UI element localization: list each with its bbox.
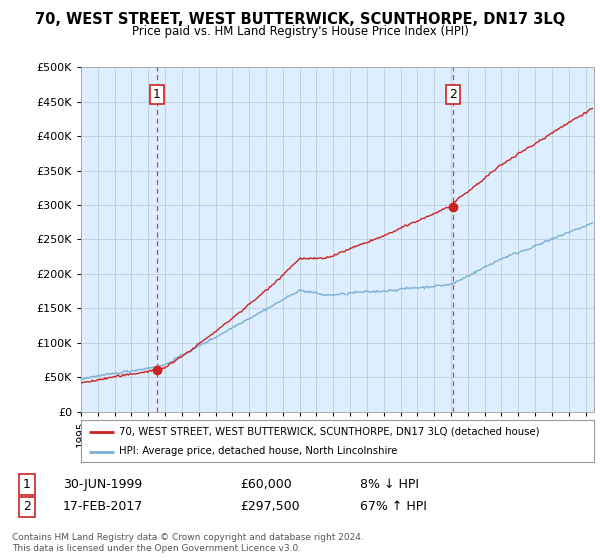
Text: 1: 1 [23,478,31,491]
Text: 2: 2 [23,500,31,514]
Text: 1: 1 [153,88,161,101]
Text: £60,000: £60,000 [240,478,292,491]
Text: HPI: Average price, detached house, North Lincolnshire: HPI: Average price, detached house, Nort… [119,446,398,456]
Text: 2: 2 [449,88,457,101]
Text: 17-FEB-2017: 17-FEB-2017 [63,500,143,514]
Text: 70, WEST STREET, WEST BUTTERWICK, SCUNTHORPE, DN17 3LQ (detached house): 70, WEST STREET, WEST BUTTERWICK, SCUNTH… [119,427,540,437]
Text: Contains HM Land Registry data © Crown copyright and database right 2024.
This d: Contains HM Land Registry data © Crown c… [12,533,364,553]
Text: 8% ↓ HPI: 8% ↓ HPI [360,478,419,491]
Text: 70, WEST STREET, WEST BUTTERWICK, SCUNTHORPE, DN17 3LQ: 70, WEST STREET, WEST BUTTERWICK, SCUNTH… [35,12,565,27]
Text: £297,500: £297,500 [240,500,299,514]
Text: Price paid vs. HM Land Registry's House Price Index (HPI): Price paid vs. HM Land Registry's House … [131,25,469,38]
Text: 30-JUN-1999: 30-JUN-1999 [63,478,142,491]
Text: 67% ↑ HPI: 67% ↑ HPI [360,500,427,514]
